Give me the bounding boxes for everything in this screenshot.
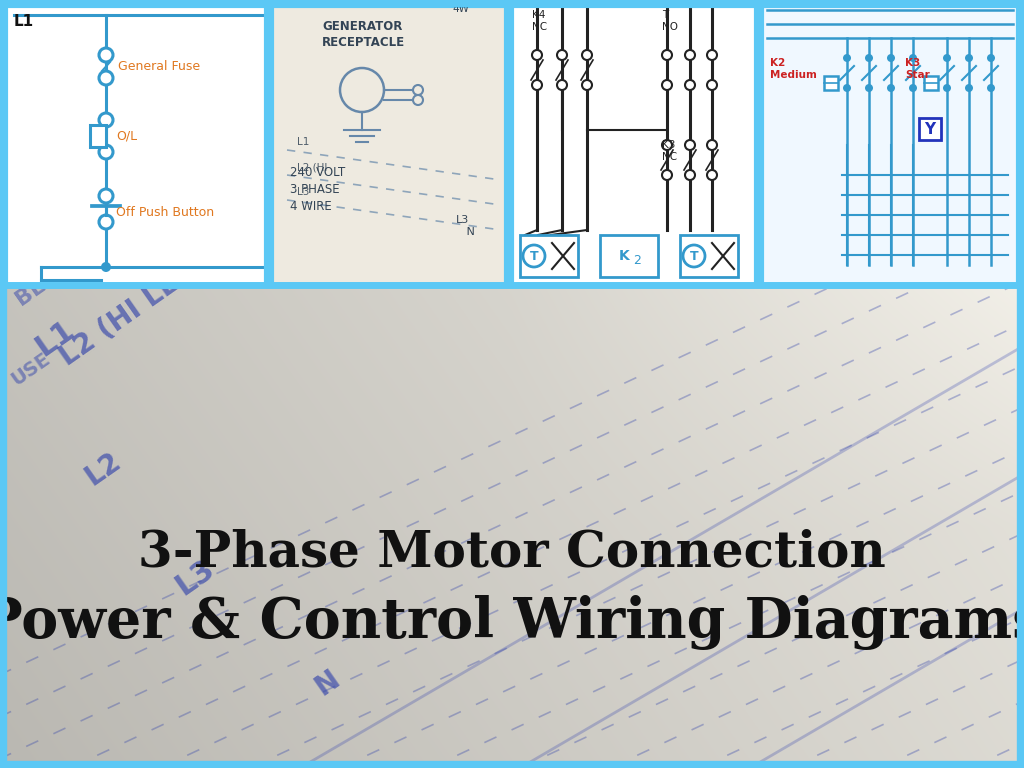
Circle shape	[523, 245, 545, 267]
Text: K3
Star: K3 Star	[905, 58, 930, 80]
Bar	[919, 118, 941, 140]
Text: K4: K4	[532, 10, 546, 20]
Circle shape	[843, 54, 851, 62]
Text: L3: L3	[297, 187, 309, 197]
Circle shape	[965, 84, 973, 92]
Circle shape	[865, 84, 873, 92]
Text: 4P
4W: 4P 4W	[453, 0, 469, 14]
Circle shape	[683, 245, 705, 267]
Bar	[512, 6, 756, 285]
Text: K: K	[618, 249, 630, 263]
Text: 3-Phase Motor Connection: 3-Phase Motor Connection	[138, 528, 886, 578]
Circle shape	[532, 80, 542, 90]
Bar	[600, 235, 658, 277]
Circle shape	[865, 54, 873, 62]
Circle shape	[557, 50, 567, 60]
Bar	[512, 6, 756, 285]
Circle shape	[707, 140, 717, 150]
Bar	[520, 235, 578, 277]
Text: GENERATOR
RECEPTACLE: GENERATOR RECEPTACLE	[322, 20, 406, 49]
Circle shape	[557, 80, 567, 90]
Text: N: N	[310, 665, 345, 701]
Circle shape	[99, 189, 113, 203]
Circle shape	[685, 140, 695, 150]
Text: L1: L1	[297, 137, 309, 147]
Circle shape	[987, 84, 995, 92]
Circle shape	[662, 140, 672, 150]
Circle shape	[909, 54, 918, 62]
Circle shape	[340, 68, 384, 112]
Text: 2: 2	[633, 253, 641, 266]
Circle shape	[582, 50, 592, 60]
Text: L1: L1	[30, 315, 80, 362]
Circle shape	[662, 50, 672, 60]
Bar	[512, 6, 756, 285]
Circle shape	[909, 84, 918, 92]
Text: L3: L3	[170, 554, 220, 601]
Text: L2 (HI LEG): L2 (HI LEG)	[55, 248, 214, 371]
Bar	[272, 6, 506, 285]
Circle shape	[887, 54, 895, 62]
Text: T: T	[662, 10, 669, 20]
Circle shape	[99, 71, 113, 85]
Circle shape	[707, 80, 717, 90]
Bar	[90, 125, 106, 147]
Circle shape	[685, 80, 695, 90]
Circle shape	[99, 48, 113, 62]
Bar	[762, 6, 1018, 285]
Text: BE: BE	[12, 274, 50, 309]
Text: L1: L1	[14, 14, 34, 29]
Circle shape	[662, 170, 672, 180]
Circle shape	[943, 54, 951, 62]
Text: Power & Control Wiring Diagrams: Power & Control Wiring Diagrams	[0, 595, 1024, 650]
Circle shape	[707, 50, 717, 60]
Text: K3: K3	[662, 140, 676, 150]
Bar	[924, 76, 938, 90]
Text: Y: Y	[925, 121, 936, 137]
Text: General Fuse: General Fuse	[118, 60, 200, 73]
Circle shape	[965, 54, 973, 62]
Circle shape	[99, 113, 113, 127]
Text: USE: USE	[8, 349, 54, 389]
Bar	[272, 6, 506, 285]
Circle shape	[887, 84, 895, 92]
Bar	[6, 6, 266, 285]
Circle shape	[843, 84, 851, 92]
Text: NC: NC	[532, 22, 547, 32]
Circle shape	[987, 54, 995, 62]
Text: K2
Medium: K2 Medium	[770, 58, 817, 80]
Bar	[272, 6, 506, 285]
Bar	[762, 6, 1018, 285]
Bar	[762, 6, 1018, 285]
Circle shape	[99, 145, 113, 159]
Circle shape	[582, 80, 592, 90]
Text: L2: L2	[80, 447, 126, 491]
Bar	[6, 6, 266, 285]
Circle shape	[99, 215, 113, 229]
Bar	[824, 76, 838, 90]
Text: NC: NC	[662, 152, 677, 162]
Bar	[680, 235, 738, 277]
Text: Off Push Button: Off Push Button	[116, 207, 214, 220]
Text: T: T	[690, 250, 698, 263]
Text: T: T	[529, 250, 539, 263]
Circle shape	[413, 85, 423, 95]
Text: L3
   N: L3 N	[456, 215, 475, 237]
Circle shape	[662, 80, 672, 90]
Circle shape	[532, 50, 542, 60]
Circle shape	[943, 84, 951, 92]
Text: 240 VOLT
3 PHASE
4 WIRE: 240 VOLT 3 PHASE 4 WIRE	[290, 166, 345, 213]
Text: O/L: O/L	[116, 130, 137, 143]
Circle shape	[101, 262, 111, 272]
Text: NO: NO	[662, 22, 678, 32]
Circle shape	[707, 170, 717, 180]
Circle shape	[685, 50, 695, 60]
Circle shape	[413, 95, 423, 105]
Text: L2 (HI: L2 (HI	[297, 162, 328, 172]
Circle shape	[685, 170, 695, 180]
